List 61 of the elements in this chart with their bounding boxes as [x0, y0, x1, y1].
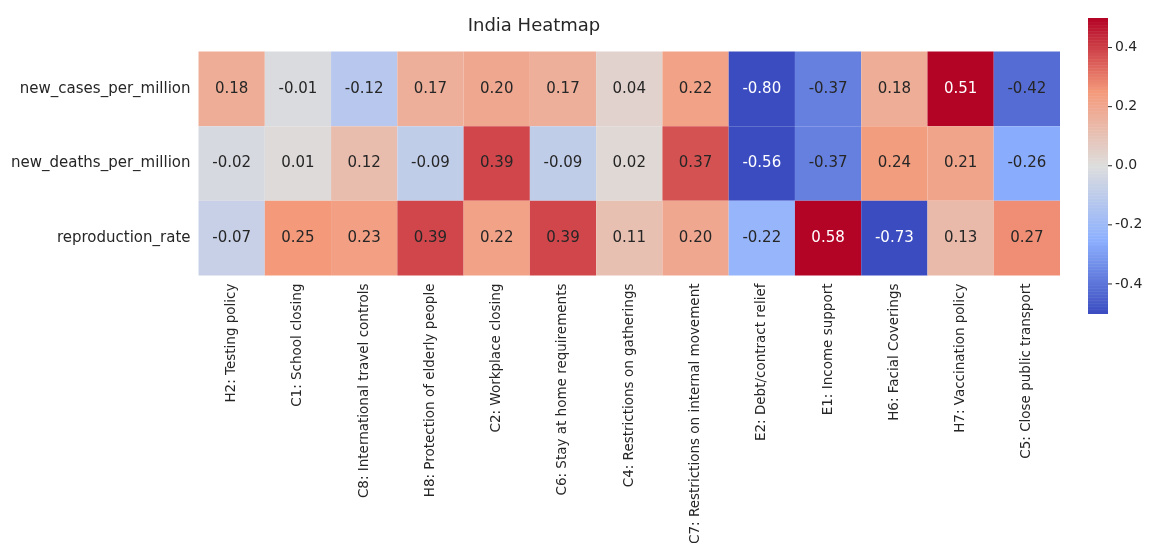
- data-label: 0.13: [943, 228, 978, 247]
- data-label: -0.12: [344, 78, 384, 97]
- data-label: 0.37: [678, 153, 713, 172]
- chart-title: India Heatmap: [467, 14, 601, 36]
- data-label: 0.17: [546, 78, 580, 97]
- data-label: -0.37: [808, 78, 848, 97]
- data-label: -0.02: [212, 153, 252, 172]
- data-label: -0.26: [1007, 153, 1047, 172]
- x-tick-label: H7: Vaccination policy: [951, 283, 968, 433]
- data-label: 0.18: [214, 78, 249, 97]
- data-label: 0.51: [943, 78, 978, 97]
- color-bar-label: 0.0: [1115, 156, 1138, 173]
- x-tick-label: C6: Stay at home requirements: [553, 283, 570, 496]
- data-label: 0.23: [347, 228, 381, 247]
- y-tick-label: new_cases_per_million: [19, 78, 191, 98]
- data-label: 0.22: [678, 78, 713, 97]
- data-label: -0.09: [543, 153, 583, 172]
- data-label: 0.20: [678, 228, 713, 247]
- data-label: 0.22: [480, 228, 514, 247]
- x-tick-label: C5: Close public transport: [1017, 283, 1034, 459]
- data-label: -0.73: [874, 228, 914, 247]
- x-tick-label: C2: Workplace closing: [487, 283, 504, 433]
- color-bar-label: -0.4: [1115, 274, 1143, 291]
- color-bar-label: -0.2: [1115, 215, 1143, 232]
- data-label: -0.80: [742, 78, 782, 97]
- x-tick-label: C8: International travel controls: [354, 283, 371, 499]
- data-label: 0.11: [612, 228, 646, 247]
- data-label: -0.01: [278, 78, 318, 97]
- data-label: 0.20: [480, 78, 514, 97]
- x-tick-label: C7: Restrictions on internal movement: [686, 283, 703, 544]
- y-tick-label: new_deaths_per_million: [11, 153, 191, 173]
- data-label: 0.25: [281, 228, 315, 247]
- x-tick-label: E1: Income support: [818, 283, 835, 416]
- data-label: 0.58: [811, 228, 845, 247]
- data-label: 0.18: [877, 78, 912, 97]
- data-label: 0.17: [413, 78, 448, 97]
- color-bar-label: 0.4: [1115, 38, 1138, 55]
- data-label: 0.04: [612, 78, 646, 97]
- x-tick-label: C1: School closing: [288, 283, 305, 407]
- data-label: 0.24: [877, 153, 912, 172]
- x-tick-label: H8: Protection of elderly people: [420, 283, 437, 498]
- data-label: -0.42: [1007, 78, 1047, 97]
- data-label: 0.12: [347, 153, 381, 172]
- x-tick-label: E2: Debt/contract relief: [752, 282, 769, 442]
- x-tick-label: H2: Testing policy: [222, 283, 239, 403]
- data-label: -0.07: [212, 228, 252, 247]
- color-bar-label: 0.2: [1115, 97, 1138, 114]
- y-tick-label: reproduction_rate: [56, 228, 191, 248]
- data-label: 0.39: [480, 153, 514, 172]
- data-label: -0.22: [742, 228, 782, 247]
- data-label: -0.37: [808, 153, 848, 172]
- x-tick-label: C4: Restrictions on gatherings: [619, 283, 636, 488]
- data-label: 0.01: [281, 153, 315, 172]
- data-label: 0.21: [943, 153, 978, 172]
- data-label: -0.09: [411, 153, 450, 172]
- data-label: -0.56: [742, 153, 782, 172]
- data-label: 0.39: [546, 228, 580, 247]
- x-tick-label: H6: Facial Coverings: [884, 283, 901, 421]
- data-label: 0.27: [1010, 228, 1044, 247]
- data-label: 0.02: [612, 153, 646, 172]
- data-label: 0.39: [413, 228, 448, 247]
